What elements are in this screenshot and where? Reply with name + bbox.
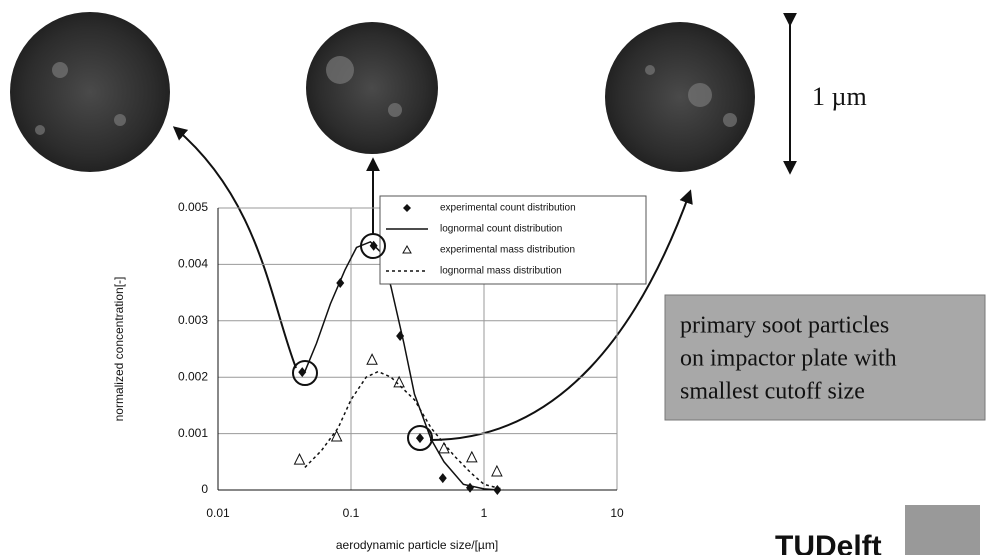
note-line: smallest cutoff size [680,379,865,405]
data-point [293,452,306,465]
soot-image [10,12,170,172]
legend-swatch [403,204,411,212]
soot-image [605,22,755,172]
y-axis-label: normalized concentration[-] [112,277,126,422]
data-point [466,482,475,493]
data-point [330,429,343,442]
arrow [172,126,297,369]
y-tick-label: 0.003 [178,313,208,327]
highlight [407,425,433,451]
data-point [466,450,478,463]
x-tick-label: 0.01 [206,506,230,520]
data-point [393,375,405,388]
y-tick-label: 0.002 [178,369,208,383]
y-tick-label: 0.001 [178,426,208,440]
legend-label: experimental count distribution [440,203,576,214]
highlight [360,233,386,259]
note-box [664,294,986,421]
scale-label: 1 µm [812,82,867,111]
y-tick-label: 0.005 [178,200,208,214]
series-line [304,370,504,491]
data-point [366,353,378,365]
y-tick-label: 0 [201,482,208,496]
y-tick-label: 0.004 [178,257,208,271]
series-line [304,240,500,491]
legend-label: lognormal count distribution [440,224,562,235]
soot-image [306,22,438,154]
data-point [491,464,503,477]
data-point [438,441,450,454]
highlight [292,360,318,386]
x-tick-label: 10 [610,506,624,520]
data-point [438,473,447,484]
note-line: on impactor plate with [680,346,897,372]
x-axis-label: aerodynamic particle size/[µm] [336,538,498,552]
x-tick-label: 1 [481,506,488,520]
soot-texture [35,56,737,135]
legend-swatch [402,244,412,254]
legend-box [379,195,647,285]
data-point [415,433,424,444]
legend-label: lognormal mass distribution [440,266,562,277]
legend: experimental count distribution lognormal… [379,195,647,285]
logo: TUDelft [775,530,882,555]
data-point [298,367,307,378]
note-line: primary soot particles [680,313,889,339]
logo-badge [905,505,980,555]
x-tick-label: 0.1 [343,506,360,520]
legend-label: experimental mass distribution [440,245,575,256]
